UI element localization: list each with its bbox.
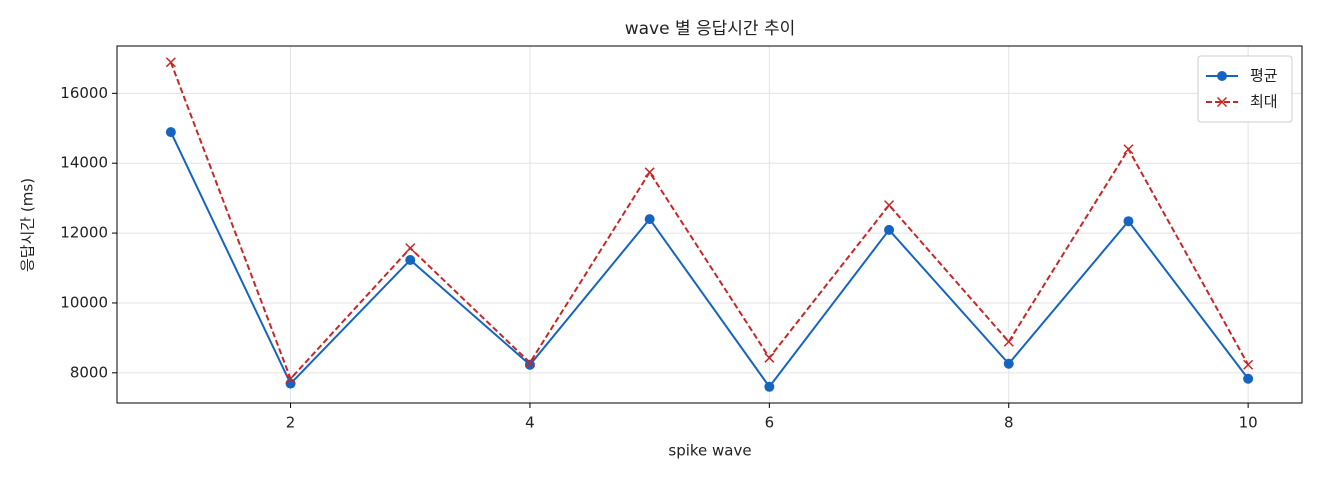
marker bbox=[764, 352, 775, 363]
series-line bbox=[169, 131, 1249, 389]
x-tick-label: 2 bbox=[286, 414, 296, 432]
series-line bbox=[169, 61, 1250, 381]
y-tick-label: 8000 bbox=[70, 363, 108, 381]
marker bbox=[405, 254, 416, 265]
x-tick-label: 6 bbox=[765, 414, 775, 432]
marker bbox=[524, 357, 535, 368]
x-tick-label: 10 bbox=[1239, 414, 1258, 432]
legend-label: 평균 bbox=[1250, 67, 1278, 85]
legend-box bbox=[1197, 55, 1293, 123]
marker bbox=[524, 359, 535, 370]
x-axis-label: spike wave bbox=[668, 442, 751, 460]
legend-marker bbox=[1217, 71, 1227, 81]
marker bbox=[644, 214, 655, 225]
marker bbox=[884, 200, 895, 211]
marker bbox=[1003, 358, 1014, 369]
y-tick-label: 12000 bbox=[60, 224, 108, 242]
legend-label: 최대 bbox=[1250, 93, 1278, 111]
chart-title: wave 별 응답시간 추이 bbox=[625, 19, 796, 39]
x-tick-label: 8 bbox=[1004, 414, 1014, 432]
marker bbox=[405, 243, 416, 254]
y-tick-label: 16000 bbox=[60, 84, 108, 102]
y-tick-label: 10000 bbox=[60, 293, 108, 311]
marker bbox=[1243, 359, 1254, 370]
marker bbox=[644, 167, 655, 178]
marker bbox=[884, 224, 895, 235]
y-tick-label: 14000 bbox=[60, 154, 108, 172]
plot-frame bbox=[116, 45, 1303, 404]
marker bbox=[165, 57, 176, 68]
marker bbox=[1003, 336, 1014, 347]
marker bbox=[764, 381, 775, 392]
marker bbox=[165, 127, 176, 138]
marker bbox=[1123, 144, 1134, 155]
legend-marker bbox=[1216, 96, 1228, 108]
x-tick-label: 4 bbox=[525, 414, 535, 432]
y-axis-label: 응답시간 (ms) bbox=[19, 178, 37, 272]
marker bbox=[1123, 216, 1134, 227]
marker bbox=[285, 373, 296, 384]
marker bbox=[1243, 373, 1254, 384]
